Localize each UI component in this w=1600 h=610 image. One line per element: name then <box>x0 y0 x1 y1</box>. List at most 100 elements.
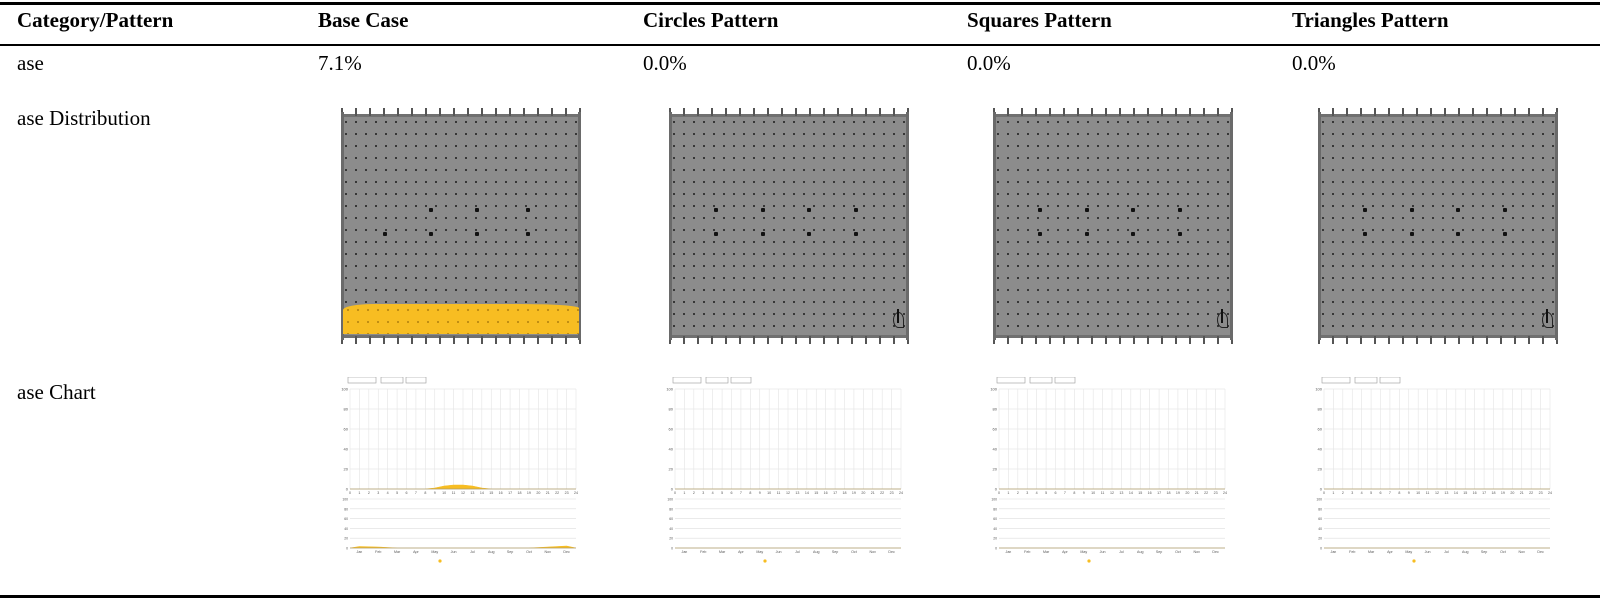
month-tick-label: Mar <box>1368 550 1375 554</box>
top-series-area <box>350 484 576 490</box>
y-tick-label: 20 <box>669 467 674 472</box>
y-tick-label: 0 <box>995 487 998 492</box>
x-tick-label: 3 <box>377 491 379 495</box>
y-tick-label: 60 <box>669 517 673 521</box>
distribution-plan-base-case <box>341 108 581 344</box>
x-tick-label: 0 <box>1323 491 1325 495</box>
month-tick-label: Aug <box>488 550 494 554</box>
x-tick-label: 7 <box>1064 491 1066 495</box>
chart-filter-dropdown <box>1029 377 1053 384</box>
chart-triangles: 0 20 40 60 80 100 0 1 2 3 4 5 6 7 8 9 10 11 12 13 14 15 16 17 18… <box>1314 377 1554 567</box>
month-tick-label: Oct <box>526 550 532 554</box>
month-tick-label: Jan <box>682 550 688 554</box>
value-circles-pattern: 0.0% <box>643 51 687 75</box>
y-tick-label: 100 <box>342 498 348 502</box>
y-tick-label: 100 <box>667 498 673 502</box>
x-tick-label: 17 <box>508 491 512 495</box>
x-tick-label: 17 <box>1482 491 1486 495</box>
x-tick-label: 23 <box>1539 491 1543 495</box>
month-tick-label: Jan <box>1331 550 1337 554</box>
y-tick-label: 40 <box>344 527 348 531</box>
x-tick-label: 12 <box>461 491 465 495</box>
x-tick-label: 1 <box>683 491 685 495</box>
x-tick-label: 1 <box>1007 491 1009 495</box>
x-tick-label: 18 <box>518 491 522 495</box>
x-tick-label: 18 <box>1167 491 1171 495</box>
x-tick-label: 8 <box>749 491 751 495</box>
y-tick-label: 80 <box>669 407 674 412</box>
y-tick-label: 40 <box>1318 527 1322 531</box>
month-tick-label: Jul <box>470 550 475 554</box>
y-tick-label: 100 <box>1316 498 1322 502</box>
x-tick-label: 12 <box>1435 491 1439 495</box>
y-tick-label: 100 <box>990 387 997 392</box>
month-tick-label: Feb <box>700 550 706 554</box>
row-label-ase-chart: ase Chart <box>17 380 96 404</box>
x-tick-label: 13 <box>795 491 799 495</box>
row-label-ase: ase <box>17 51 44 75</box>
y-tick-label: 20 <box>669 537 673 541</box>
x-tick-label: 24 <box>574 491 578 495</box>
y-tick-label: 20 <box>993 537 997 541</box>
month-tick-label: Apr <box>413 550 419 554</box>
x-tick-label: 16 <box>1473 491 1477 495</box>
month-tick-label: Jul <box>795 550 800 554</box>
y-tick-label: 0 <box>671 547 673 551</box>
y-tick-label: 60 <box>993 427 998 432</box>
month-tick-label: Sep <box>832 550 838 554</box>
chart-squares: 0 20 40 60 80 100 0 1 2 3 4 5 6 7 8 9 10 11 12 13 14 15 16 17 18… <box>989 377 1229 567</box>
y-tick-label: 100 <box>666 387 673 392</box>
x-tick-label: 3 <box>1026 491 1028 495</box>
header-squares-pattern: Squares Pattern <box>967 8 1112 32</box>
chart-filter-dropdown <box>380 377 404 384</box>
value-squares-pattern: 0.0% <box>967 51 1011 75</box>
y-tick-label: 0 <box>346 487 349 492</box>
x-tick-label: 9 <box>1083 491 1085 495</box>
chart-filter-dropdown <box>347 377 377 384</box>
y-tick-label: 80 <box>993 407 998 412</box>
table-header-rule <box>0 44 1600 46</box>
month-tick-label: Jan <box>1006 550 1012 554</box>
x-tick-label: 8 <box>424 491 426 495</box>
y-tick-label: 40 <box>993 527 997 531</box>
month-tick-label: Dec <box>563 550 570 554</box>
x-tick-label: 4 <box>387 491 389 495</box>
chart-filter-dropdown <box>672 377 702 384</box>
x-tick-label: 13 <box>1444 491 1448 495</box>
y-tick-label: 40 <box>344 447 349 452</box>
x-tick-label: 9 <box>434 491 436 495</box>
x-tick-label: 22 <box>555 491 559 495</box>
x-tick-label: 7 <box>740 491 742 495</box>
x-tick-label: 19 <box>852 491 856 495</box>
x-tick-label: 23 <box>1214 491 1218 495</box>
x-tick-label: 6 <box>1055 491 1057 495</box>
y-tick-label: 60 <box>993 517 997 521</box>
y-tick-label: 60 <box>344 427 349 432</box>
y-tick-label: 60 <box>1318 427 1323 432</box>
month-tick-label: Apr <box>738 550 744 554</box>
month-tick-label: Aug <box>1137 550 1143 554</box>
x-tick-label: 9 <box>1408 491 1410 495</box>
x-tick-label: 2 <box>368 491 370 495</box>
chart-filter-dropdown <box>405 377 427 384</box>
chart-base-case: 0 20 40 60 80 100 0 1 2 3 4 5 6 7 8 9 10 11 12 13 14 15 16 17 18… <box>340 377 580 567</box>
month-tick-label: Feb <box>1024 550 1030 554</box>
y-tick-label: 80 <box>669 507 673 511</box>
x-tick-label: 2 <box>1017 491 1019 495</box>
x-tick-label: 20 <box>536 491 540 495</box>
x-tick-label: 14 <box>480 491 484 495</box>
x-tick-label: 21 <box>1520 491 1524 495</box>
x-tick-label: 18 <box>1492 491 1496 495</box>
row-label-ase-distribution: ase Distribution <box>17 106 151 130</box>
x-tick-label: 24 <box>1548 491 1552 495</box>
y-tick-label: 80 <box>1318 407 1323 412</box>
x-tick-label: 19 <box>1501 491 1505 495</box>
x-tick-label: 22 <box>1529 491 1533 495</box>
x-tick-label: 7 <box>1389 491 1391 495</box>
header-category-pattern: Category/Pattern <box>17 8 174 32</box>
month-tick-label: Dec <box>1537 550 1544 554</box>
x-tick-label: 21 <box>1195 491 1199 495</box>
north-arrow-icon <box>1217 309 1228 328</box>
x-tick-label: 6 <box>731 491 733 495</box>
month-tick-label: Sep <box>507 550 513 554</box>
